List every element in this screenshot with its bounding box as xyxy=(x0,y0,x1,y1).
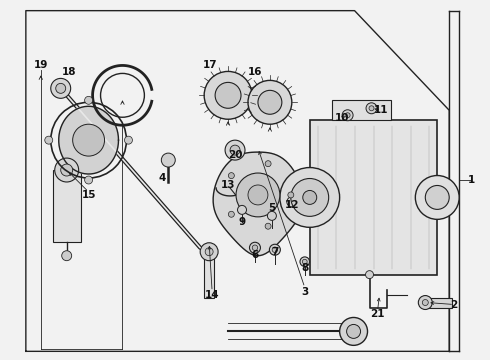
Bar xyxy=(332,100,392,120)
Circle shape xyxy=(248,185,268,205)
Circle shape xyxy=(228,211,234,217)
Circle shape xyxy=(265,161,271,167)
Text: 14: 14 xyxy=(205,289,220,300)
Circle shape xyxy=(369,106,374,111)
Text: 21: 21 xyxy=(370,310,385,319)
Text: 6: 6 xyxy=(251,250,259,260)
Circle shape xyxy=(124,136,132,144)
Circle shape xyxy=(340,318,368,345)
Circle shape xyxy=(342,110,353,121)
Polygon shape xyxy=(59,106,119,174)
Circle shape xyxy=(230,145,240,155)
Circle shape xyxy=(73,124,104,156)
Text: 8: 8 xyxy=(301,263,308,273)
Text: 16: 16 xyxy=(248,67,262,77)
Circle shape xyxy=(85,176,93,184)
Bar xyxy=(204,254,214,298)
Circle shape xyxy=(416,176,459,219)
Circle shape xyxy=(303,190,317,204)
Circle shape xyxy=(56,84,66,93)
Text: 10: 10 xyxy=(334,113,349,123)
Text: 11: 11 xyxy=(374,105,389,115)
Circle shape xyxy=(287,197,297,207)
Text: 7: 7 xyxy=(271,247,279,257)
Text: 5: 5 xyxy=(268,203,275,213)
Circle shape xyxy=(288,192,294,198)
Circle shape xyxy=(248,80,292,124)
Circle shape xyxy=(249,242,261,253)
Circle shape xyxy=(45,136,53,144)
Text: 12: 12 xyxy=(285,200,299,210)
Circle shape xyxy=(425,185,449,210)
Circle shape xyxy=(225,140,245,160)
Circle shape xyxy=(302,259,307,264)
Text: 2: 2 xyxy=(451,300,458,310)
Text: 3: 3 xyxy=(301,287,308,297)
Bar xyxy=(53,170,81,242)
Circle shape xyxy=(366,103,377,114)
Circle shape xyxy=(265,223,271,229)
Text: 15: 15 xyxy=(81,190,96,200)
Text: 18: 18 xyxy=(61,67,76,77)
Circle shape xyxy=(272,247,278,252)
Circle shape xyxy=(236,173,280,217)
Text: 17: 17 xyxy=(203,60,218,71)
Text: 1: 1 xyxy=(467,175,475,185)
Circle shape xyxy=(238,206,246,214)
Circle shape xyxy=(200,243,218,261)
Bar xyxy=(310,120,437,275)
Circle shape xyxy=(422,300,428,306)
Text: 20: 20 xyxy=(228,150,242,160)
Circle shape xyxy=(252,245,258,251)
Circle shape xyxy=(268,211,276,220)
Text: 13: 13 xyxy=(221,180,235,190)
Circle shape xyxy=(61,164,73,176)
Polygon shape xyxy=(213,152,303,256)
Circle shape xyxy=(280,167,340,227)
Circle shape xyxy=(51,78,71,98)
Bar xyxy=(427,298,452,307)
Circle shape xyxy=(161,153,175,167)
Circle shape xyxy=(270,244,280,255)
Circle shape xyxy=(215,82,241,108)
Circle shape xyxy=(346,324,361,338)
Text: 4: 4 xyxy=(159,173,166,183)
Circle shape xyxy=(62,251,72,261)
Circle shape xyxy=(205,248,213,256)
Circle shape xyxy=(418,296,432,310)
Text: 9: 9 xyxy=(239,217,245,227)
Circle shape xyxy=(55,158,78,182)
Circle shape xyxy=(300,257,310,266)
Circle shape xyxy=(85,96,93,104)
Circle shape xyxy=(345,113,350,118)
Circle shape xyxy=(204,71,252,119)
Circle shape xyxy=(366,271,373,279)
Circle shape xyxy=(258,90,282,114)
Text: 19: 19 xyxy=(34,60,48,71)
Circle shape xyxy=(291,179,329,216)
Circle shape xyxy=(228,173,234,179)
